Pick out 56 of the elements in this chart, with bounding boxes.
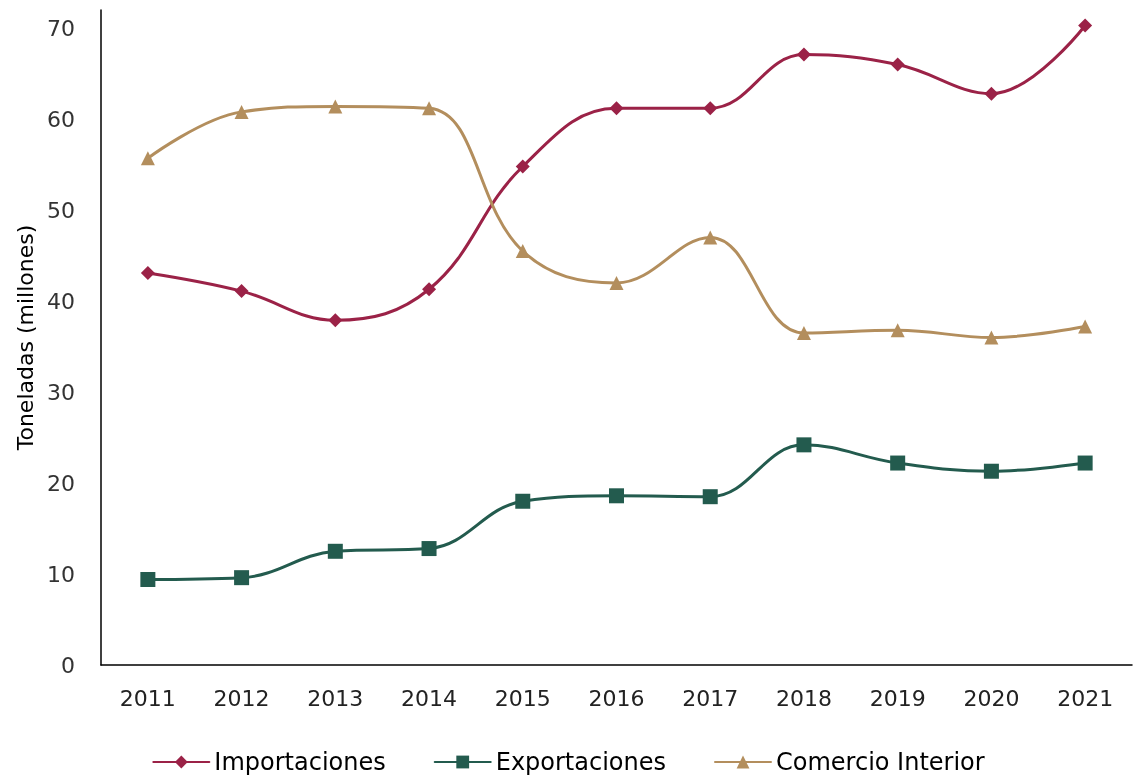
point [890,455,906,471]
point [328,313,343,328]
point [234,104,249,119]
y-tick-label: 20 [47,470,75,496]
point [609,488,624,504]
x-tick-label: 2015 [494,685,551,711]
point [702,489,718,505]
point [984,330,999,345]
point [1077,455,1093,471]
point [703,101,718,116]
y-axis-title: Toneladas (millones) [12,224,38,452]
point [515,159,530,174]
point [234,570,250,586]
x-tick-label: 2019 [869,685,926,711]
point [422,282,437,297]
point [421,541,437,557]
y-tick-label: 40 [47,288,75,314]
y-tick-label: 30 [47,379,75,405]
x-tick-label: 2017 [682,685,739,711]
x-tick-label: 2012 [213,685,270,711]
point [796,437,812,453]
x-tick-label: 2016 [588,685,645,711]
point [796,325,811,340]
point [1078,319,1093,334]
y-tick-label: 50 [47,197,75,223]
point [984,86,999,101]
y-tick-label: 60 [47,106,75,132]
x-tick-label: 2014 [401,685,458,711]
point [422,101,437,116]
point [609,275,624,290]
point [983,463,999,479]
point [327,543,343,559]
point [1078,18,1093,33]
point [328,99,343,114]
y-tick-label: 70 [47,15,75,41]
x-tick-label: 2021 [1057,685,1114,711]
point [140,571,156,587]
point [234,284,249,299]
point [890,323,905,338]
legend-label: Comercio Interior [776,748,985,776]
point [515,244,530,259]
y-tick-label: 10 [47,561,75,587]
x-tick-label: 2013 [307,685,364,711]
legend-label: Importaciones [214,748,386,776]
point [609,101,624,116]
point [703,230,718,245]
legend-label: Exportaciones [495,748,667,776]
x-tick-label: 2018 [775,685,832,711]
point [140,151,155,166]
point [140,265,155,280]
y-tick-label: 0 [61,652,75,678]
point [890,57,905,72]
x-tick-label: 2011 [119,685,176,711]
x-tick-label: 2020 [963,685,1020,711]
point [515,493,531,509]
point [796,47,811,62]
